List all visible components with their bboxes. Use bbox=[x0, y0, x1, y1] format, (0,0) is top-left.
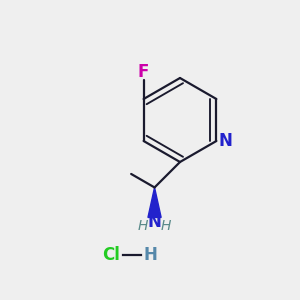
Text: H: H bbox=[143, 246, 157, 264]
Text: Cl: Cl bbox=[102, 246, 120, 264]
Text: H: H bbox=[161, 220, 171, 233]
Text: N: N bbox=[218, 132, 232, 150]
Text: N: N bbox=[148, 213, 161, 231]
Text: H: H bbox=[138, 220, 148, 233]
Text: F: F bbox=[138, 63, 149, 81]
Polygon shape bbox=[148, 188, 161, 218]
